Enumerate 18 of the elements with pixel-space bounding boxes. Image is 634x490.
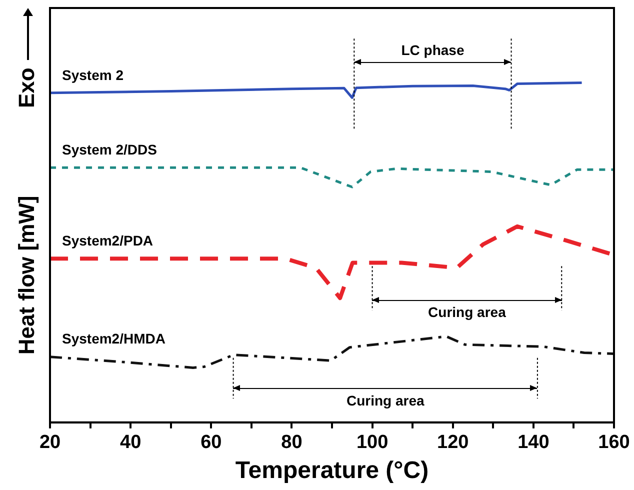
series-label: System 2/DDS xyxy=(62,142,157,158)
x-tick-label: 40 xyxy=(120,432,142,454)
x-tick-label: 160 xyxy=(598,432,630,454)
y-axis-title: Heat flow [mW] xyxy=(14,196,40,355)
annotation: Curing area xyxy=(428,304,506,320)
x-axis-title: Temperature (°C) xyxy=(235,457,429,484)
series-label: System2/HMDA xyxy=(62,330,166,347)
x-tick-label: 80 xyxy=(281,432,302,454)
annotation: Curing area xyxy=(346,392,424,408)
series-label: System2/PDA xyxy=(62,232,154,249)
x-tick-label: 140 xyxy=(518,432,550,454)
text: LC phase xyxy=(401,42,464,58)
series-label: System 2 xyxy=(62,66,124,83)
text: Exo xyxy=(14,68,40,108)
x-tick-label: 120 xyxy=(437,432,469,454)
x-tick-label: 60 xyxy=(200,432,222,454)
x-tick-label: 20 xyxy=(39,432,61,454)
x-tick-label: 100 xyxy=(356,432,388,454)
